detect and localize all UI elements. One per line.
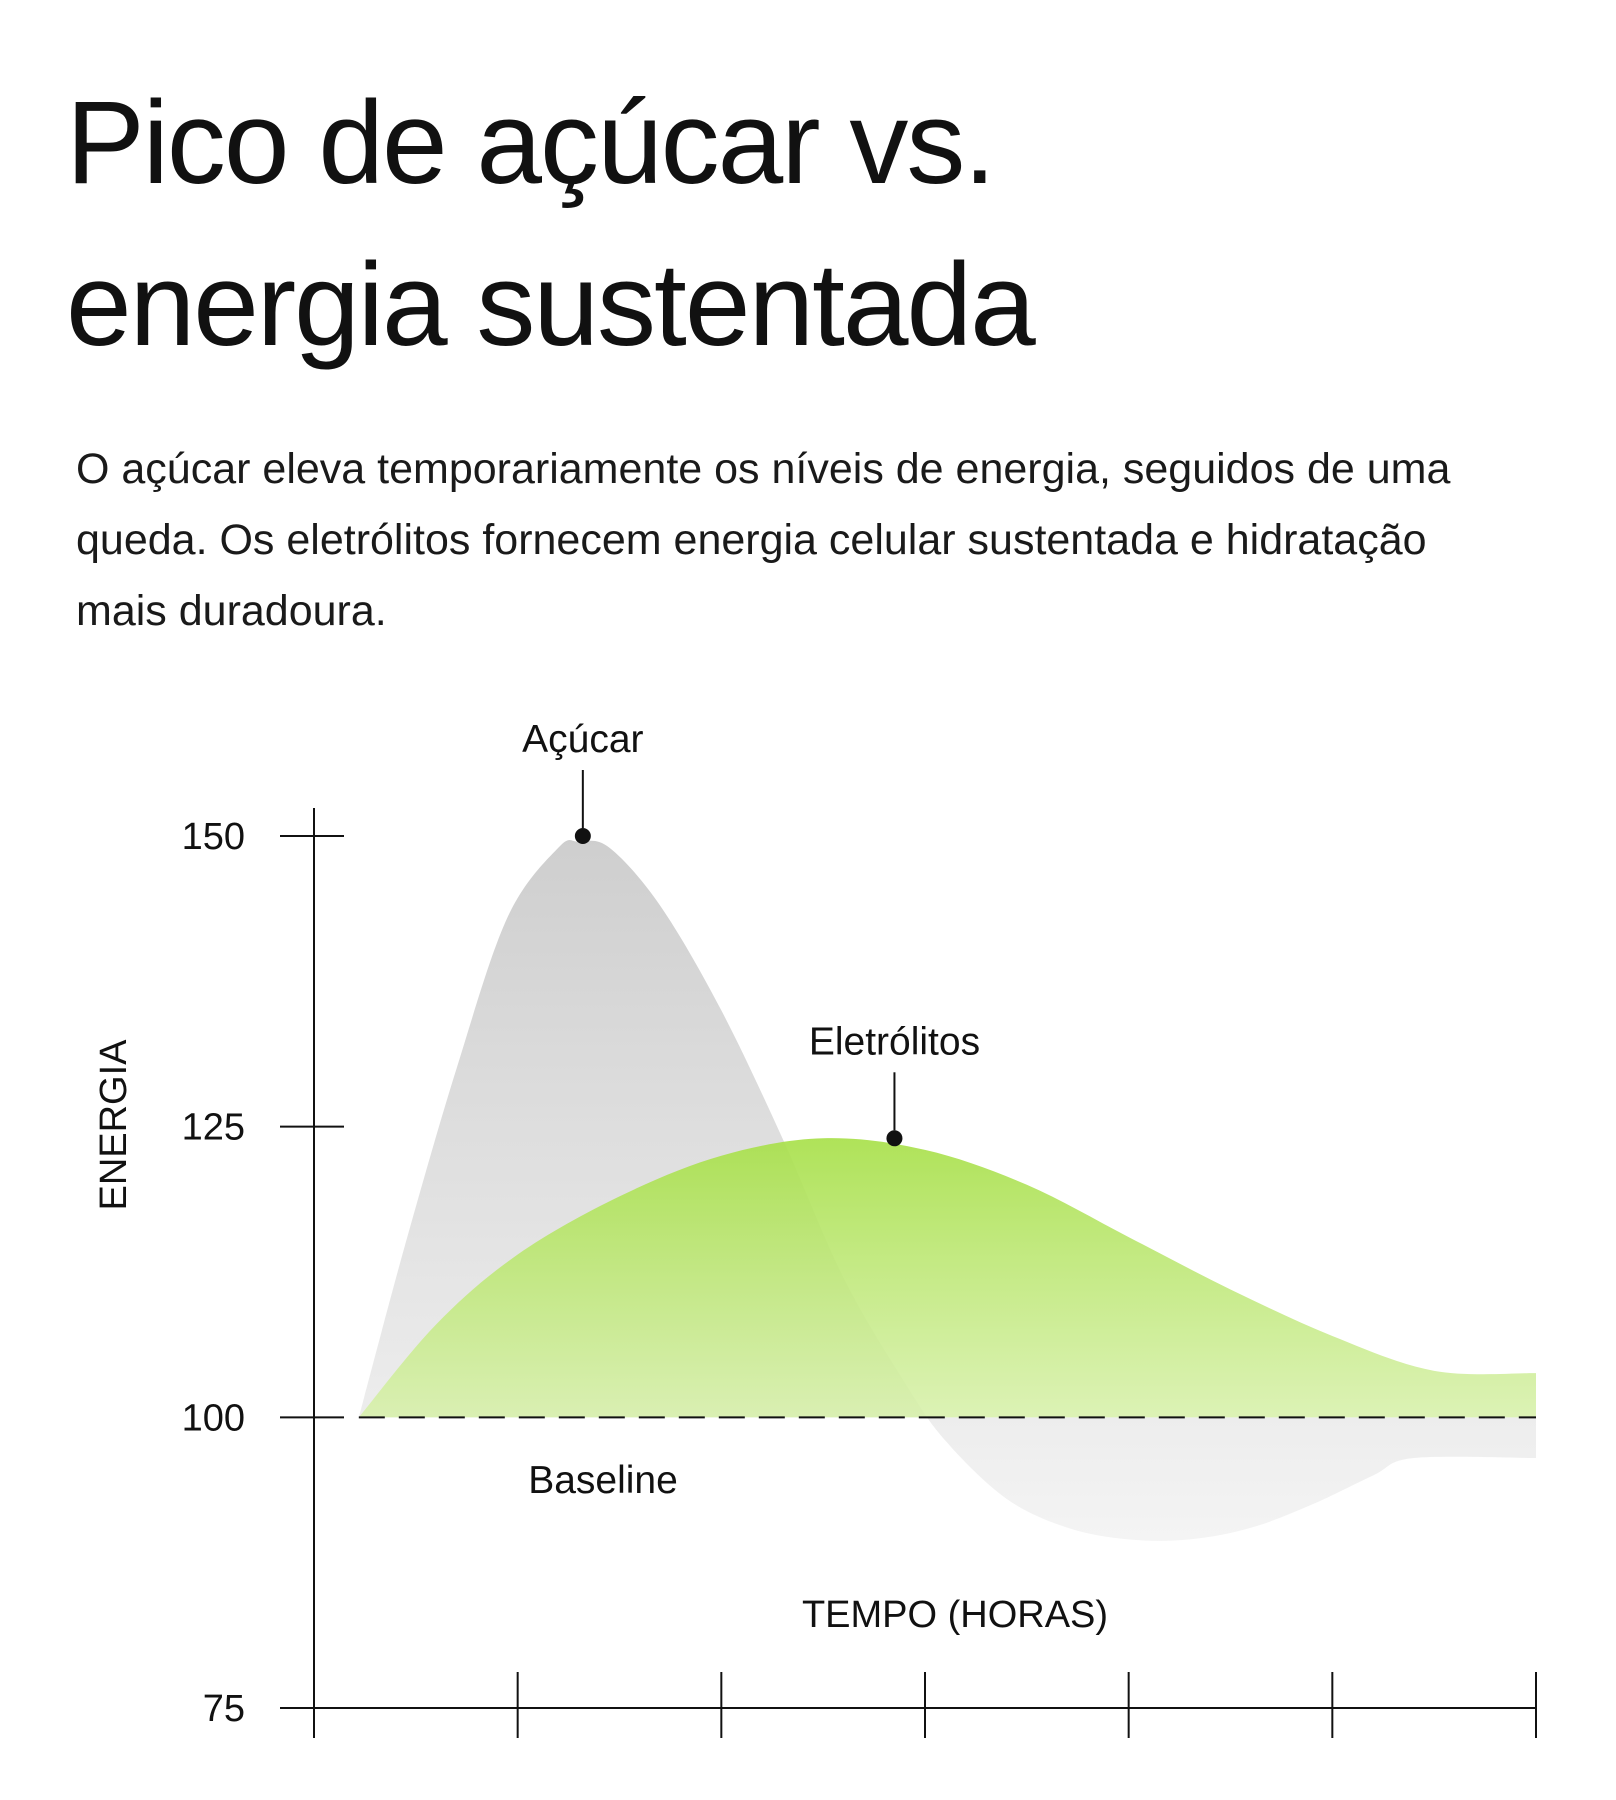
y-tick-label: 125 [182,1107,245,1149]
sugar-annotation-dot [574,828,591,844]
page-subtitle: O açúcar eleva temporariamente os níveis… [76,445,1451,635]
electrolytes-area [358,1138,1537,1418]
page-title: Pico de açúcar vs. energia sustentada [66,62,1466,386]
series-layer [358,839,1537,1541]
electrolytes-annotation-dot [886,1130,903,1147]
axis-layer [280,808,1537,1738]
baseline-label: Baseline [528,1459,678,1502]
y-tick-label: 75 [203,1688,245,1730]
title-line-1: Pico de açúcar vs. [66,77,996,209]
sugar-annotation-label: Açúcar [522,718,643,761]
label-layer: 150 125 100 75 TEMPO (HORAS) ENERGIA Baseline A… [93,718,1108,1730]
x-axis-title: TEMPO (HORAS) [802,1594,1108,1636]
title-line-2: energia sustentada [66,239,1036,371]
electrolytes-annotation-label: Eletrólitos [809,1020,980,1063]
y-tick-label: 100 [182,1397,245,1439]
y-tick-label: 150 [182,816,245,858]
y-axis-title: ENERGIA [93,1039,135,1211]
